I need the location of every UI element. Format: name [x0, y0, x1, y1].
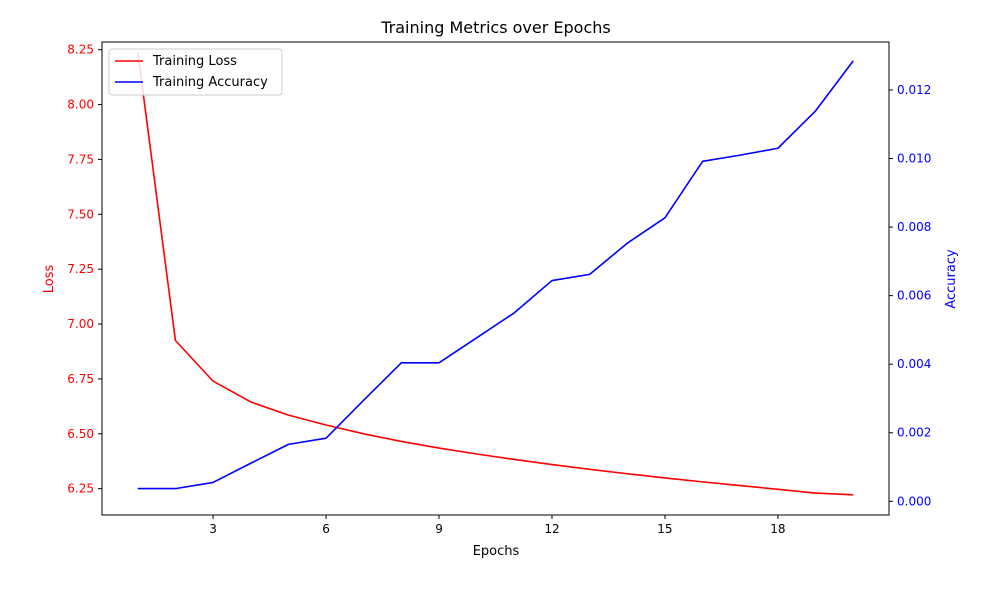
y-left-tick-label: 7.50	[67, 207, 94, 221]
x-tick-label: 3	[209, 522, 217, 536]
y-axis-left-label: Loss	[42, 265, 57, 294]
y-right-tick-label: 0.006	[897, 289, 931, 303]
y-right-tick-label: 0.010	[897, 152, 931, 166]
y-left-tick-label: 6.75	[67, 372, 94, 386]
y-left-tick-label: 8.25	[67, 43, 94, 57]
plot-layer	[136, 51, 854, 496]
y-left-tick-label: 6.25	[67, 482, 94, 496]
y-right-tick-label: 0.012	[897, 83, 931, 97]
x-axis-label: Epochs	[473, 544, 520, 559]
series-line-1	[137, 60, 854, 490]
chart-title: Training Metrics over Epochs	[380, 18, 610, 37]
x-tick-label: 18	[770, 522, 785, 536]
y-right-tick-label: 0.000	[897, 494, 931, 508]
y-axis-right-label: Accuracy	[944, 249, 959, 309]
y-left-tick-label: 8.00	[67, 98, 94, 112]
x-tick-label: 12	[544, 522, 559, 536]
y-right-tick-label: 0.004	[897, 357, 931, 371]
x-tick-label: 15	[657, 522, 672, 536]
legend-box	[108, 48, 283, 96]
plot-frame	[101, 41, 890, 516]
x-tick-label: 9	[435, 522, 443, 536]
legend-label-1: Training Accuracy	[152, 75, 268, 90]
y-left-tick-label: 7.00	[67, 317, 94, 331]
legend: Training Loss Training Accuracy	[108, 48, 283, 96]
legend-label-0: Training Loss	[152, 54, 237, 69]
x-tick-label: 6	[322, 522, 330, 536]
y-right-tick-label: 0.008	[897, 220, 931, 234]
series-line-0	[136, 51, 854, 496]
axes-layer: 3 6 9 12 15 18 6.25 6.50 6.75 7.00 7.25 7.50 7.75 8.0…	[67, 41, 931, 536]
y-left-tick-label: 7.25	[67, 262, 94, 276]
y-left-tick-label: 6.50	[67, 427, 94, 441]
y-left-tick-label: 7.75	[67, 152, 94, 166]
y-right-tick-label: 0.002	[897, 426, 931, 440]
